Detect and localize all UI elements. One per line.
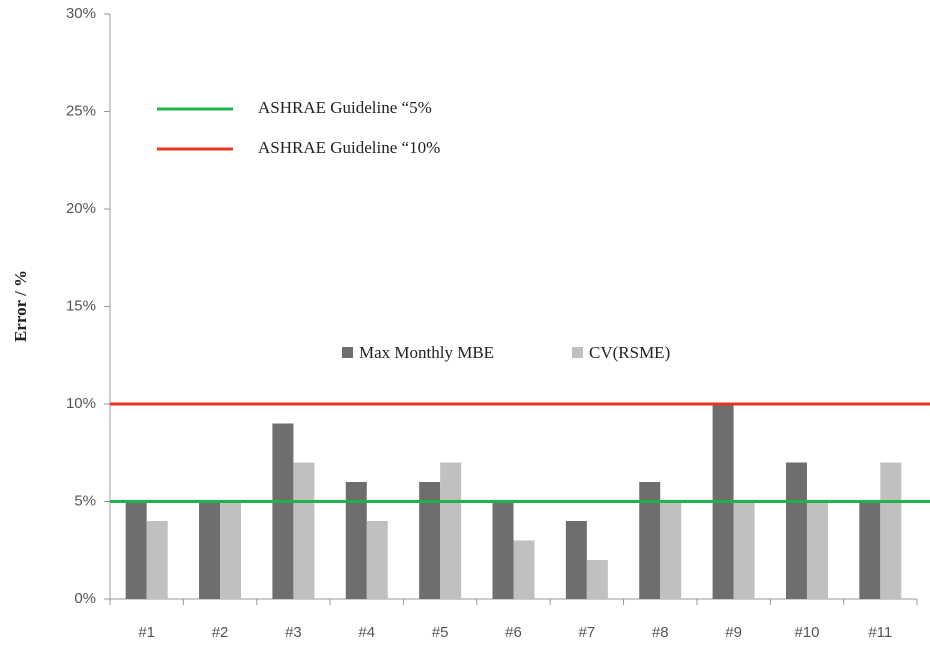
bar	[419, 482, 441, 599]
bar	[220, 501, 242, 599]
x-tick-label: #6	[505, 624, 522, 641]
y-tick-label: 0%	[74, 590, 96, 607]
legend-label: ASHRAE Guideline “10%	[258, 138, 440, 157]
y-tick-label: 20%	[66, 200, 96, 217]
y-tick-label: 15%	[66, 297, 96, 314]
x-tick-label: #8	[652, 624, 669, 641]
legend-swatch	[342, 347, 353, 358]
x-tick-label: #9	[725, 624, 742, 641]
x-tick-label: #11	[868, 624, 892, 641]
y-tick-label: 5%	[74, 492, 96, 509]
bar	[272, 423, 294, 599]
x-tick-label: #7	[579, 624, 596, 641]
x-tick-label: #1	[138, 624, 155, 641]
y-tick-label: 30%	[66, 5, 96, 22]
y-axis-label: Error / %	[11, 270, 30, 342]
bar	[733, 501, 755, 599]
x-tick-label: #10	[794, 624, 819, 641]
bar	[492, 501, 514, 599]
bar	[859, 501, 881, 599]
bar	[440, 462, 462, 599]
bar	[639, 482, 661, 599]
bar	[785, 462, 807, 599]
bar	[565, 521, 587, 599]
bar	[366, 521, 388, 599]
bar	[880, 462, 902, 599]
bar	[660, 501, 682, 599]
bar	[146, 521, 168, 599]
legend-label: ASHRAE Guideline “5%	[258, 98, 432, 117]
x-tick-label: #3	[285, 624, 302, 641]
y-tick-label: 10%	[66, 395, 96, 412]
x-tick-label: #5	[432, 624, 449, 641]
bar	[293, 462, 315, 599]
bar	[125, 501, 147, 599]
x-tick-label: #2	[212, 624, 229, 641]
bar	[345, 482, 367, 599]
legend-swatch	[572, 347, 583, 358]
bar	[199, 501, 221, 599]
bar	[806, 501, 828, 599]
bar	[586, 560, 608, 599]
bar	[513, 540, 535, 599]
legend-label: CV(RSME)	[589, 343, 670, 362]
y-tick-label: 25%	[66, 102, 96, 119]
legend-label: Max Monthly MBE	[359, 343, 494, 362]
x-tick-label: #4	[358, 624, 375, 641]
